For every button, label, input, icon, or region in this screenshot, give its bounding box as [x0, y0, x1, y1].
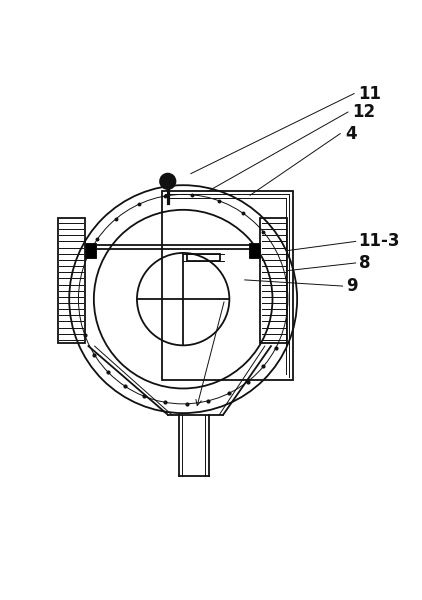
- Bar: [187, 254, 220, 260]
- Bar: [84, 243, 96, 259]
- Bar: [162, 191, 292, 380]
- Bar: [249, 243, 260, 259]
- Bar: [260, 218, 287, 343]
- Text: 8: 8: [359, 254, 370, 272]
- Circle shape: [160, 173, 176, 189]
- Bar: [58, 218, 84, 343]
- Text: 11-3: 11-3: [358, 232, 400, 250]
- Text: 4: 4: [345, 125, 357, 143]
- Text: 11: 11: [358, 85, 381, 103]
- Text: 9: 9: [346, 277, 358, 295]
- Text: 12: 12: [352, 103, 376, 121]
